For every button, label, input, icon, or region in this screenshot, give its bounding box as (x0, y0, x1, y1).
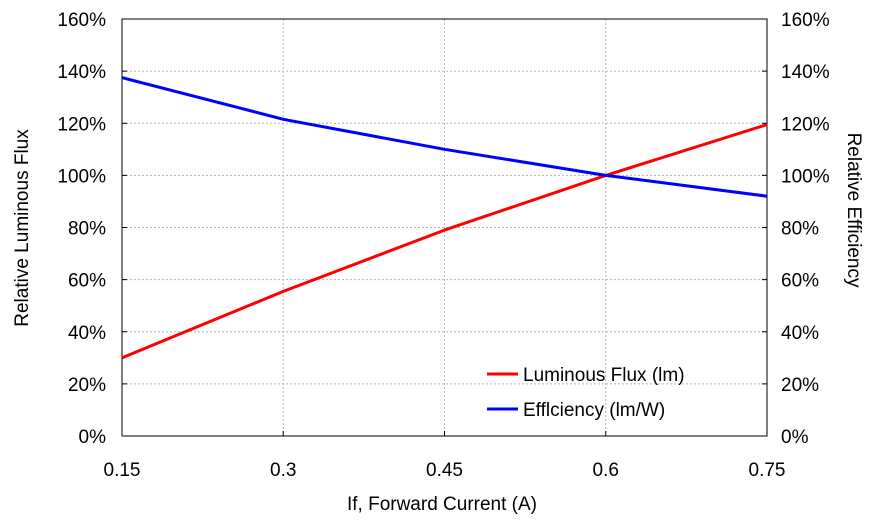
y-tick-label-right: 100% (781, 166, 830, 187)
y-tick-label-left: 40% (68, 323, 106, 344)
y-tick-label-left: 140% (57, 62, 106, 83)
x-tick-label: 0.75 (749, 460, 786, 481)
y-tick-label-right: 0% (781, 427, 809, 448)
x-tick-label: 0.3 (270, 460, 296, 481)
y-tick-label-right: 160% (781, 10, 830, 31)
x-tick-label: 0.15 (104, 460, 141, 481)
y-tick-label-right: 80% (781, 219, 819, 240)
y-axis-right-title: Relative Efficiency (843, 133, 864, 288)
legend-label-luminous-flux: Luminous Flux (lm) (523, 365, 685, 386)
tick-marks (121, 18, 768, 437)
y-tick-label-left: 120% (57, 114, 106, 135)
legend: Luminous Flux (lm) Efflciency (lm/W) (487, 365, 685, 421)
series-line-efficiency (121, 76, 768, 198)
y-tick-label-right: 120% (781, 114, 830, 135)
x-axis-title: If, Forward Current (A) (347, 494, 537, 515)
y-tick-label-left: 60% (68, 271, 106, 292)
x-tick-label: 0.45 (426, 460, 463, 481)
y-tick-label-left: 0% (79, 427, 107, 448)
y-tick-label-left: 20% (68, 375, 106, 396)
x-tick-label: 0.6 (593, 460, 619, 481)
y-tick-label-left: 160% (57, 10, 106, 31)
y-tick-label-left: 80% (68, 219, 106, 240)
series-lines (121, 76, 768, 360)
series-line-luminous-flux (121, 123, 768, 360)
y-tick-label-right: 140% (781, 62, 830, 83)
tick-labels: 0% 0% 20% 20% 40% 40% 60% 60% 80% 80% 100% 100% 120%… (57, 10, 829, 481)
grid (122, 19, 767, 436)
y-tick-label-left: 100% (57, 166, 106, 187)
y-tick-label-right: 40% (781, 323, 819, 344)
legend-label-efficiency: Efflciency (lm/W) (523, 400, 665, 421)
y-axis-left-title: Relative Luminous Flux (12, 129, 33, 327)
y-tick-label-right: 20% (781, 375, 819, 396)
y-tick-label-right: 60% (781, 271, 819, 292)
